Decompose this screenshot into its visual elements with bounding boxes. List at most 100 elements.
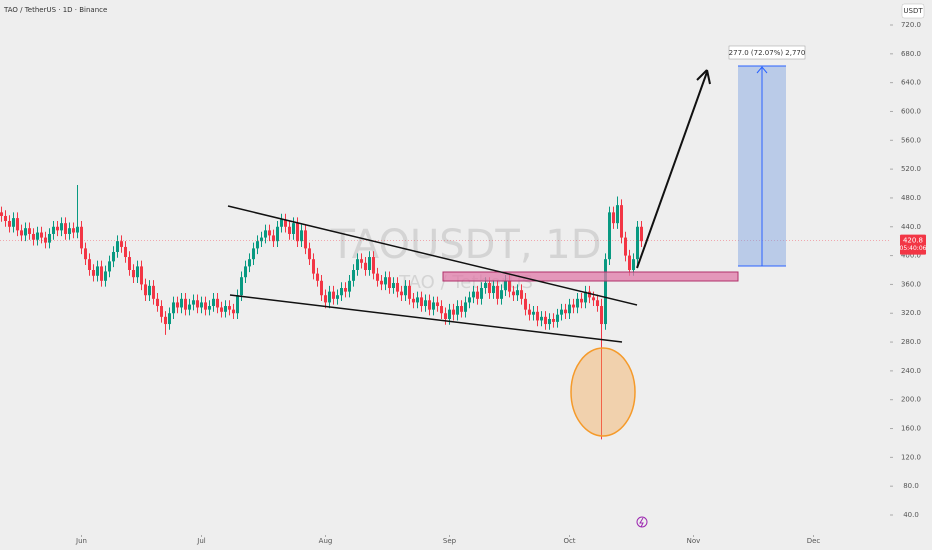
candle-body — [404, 285, 407, 296]
y-tick-label: 320.0 — [901, 309, 921, 317]
candle-body — [288, 226, 291, 234]
candle-body — [560, 309, 563, 315]
currency-box[interactable] — [901, 3, 925, 19]
measure-label: 277.0 (72.07%) 2,770 — [729, 49, 806, 57]
candle-body — [440, 306, 443, 314]
candle-body — [468, 297, 471, 303]
resistance-zone — [442, 271, 739, 282]
x-tick-label: Jun — [75, 537, 87, 545]
candle-body — [548, 319, 551, 325]
candle-body — [604, 259, 607, 325]
candle-body — [452, 309, 455, 315]
candle-body — [556, 314, 559, 322]
candle-body — [516, 290, 519, 296]
candle-body — [632, 259, 635, 270]
candle-body — [72, 228, 75, 233]
candle-body — [168, 313, 171, 325]
candle-body — [304, 230, 307, 249]
candle-body — [300, 230, 303, 242]
candle-body — [276, 226, 279, 242]
candle-body — [544, 316, 547, 325]
y-tick-label: 120.0 — [901, 453, 921, 461]
candle-body — [600, 306, 603, 325]
projection-arrow — [636, 71, 708, 269]
candle-body — [488, 282, 491, 294]
plot — [0, 184, 890, 440]
candle-body — [120, 241, 123, 247]
candle-body — [132, 270, 135, 278]
lower-trendline — [229, 294, 623, 343]
candle-body — [28, 228, 31, 234]
event-icon[interactable] — [636, 516, 648, 528]
candle-body — [4, 215, 7, 221]
candle-body — [332, 291, 335, 299]
candle-body — [64, 223, 67, 234]
candle-body — [384, 277, 387, 285]
candle-body — [484, 282, 487, 289]
candle-body — [96, 266, 99, 276]
candle-body — [216, 298, 219, 308]
y-tick-label: 80.0 — [903, 482, 919, 490]
candle-body — [360, 259, 363, 263]
candle-body — [500, 290, 503, 299]
candle-body — [512, 291, 515, 296]
candle-body — [624, 237, 627, 256]
candle-body — [508, 280, 511, 292]
candle-body — [112, 251, 115, 262]
candle-body — [476, 291, 479, 299]
candle-body — [432, 302, 435, 310]
x-tick-label: Nov — [687, 537, 701, 545]
candle-body — [248, 259, 251, 267]
candle-body — [312, 259, 315, 274]
candle-body — [584, 291, 587, 303]
candle-body — [184, 298, 187, 310]
y-tick-label: 280.0 — [901, 338, 921, 346]
candle-body — [24, 228, 27, 236]
candle-body — [316, 273, 319, 281]
candle-body — [400, 291, 403, 296]
candle-body — [232, 309, 235, 314]
candle-body — [108, 261, 111, 272]
candle-body — [48, 233, 51, 243]
candle-body — [356, 259, 359, 270]
candle-body — [412, 298, 415, 303]
candle-body — [204, 302, 207, 310]
candle-body — [16, 218, 19, 231]
candle-body — [492, 285, 495, 294]
header: TAO / TetherUS · 1D · Binance — [3, 6, 107, 14]
candle-body — [56, 226, 59, 231]
candle-body — [392, 282, 395, 289]
candle-body — [32, 233, 35, 240]
candle-body — [528, 309, 531, 315]
candle-body — [340, 288, 343, 296]
candle-body — [456, 306, 459, 315]
candle-body — [256, 241, 259, 249]
last-price-box — [900, 234, 926, 255]
candle-body — [20, 230, 23, 236]
candle-body — [336, 295, 339, 299]
y-tick-label: 480.0 — [901, 194, 921, 202]
candle-body — [52, 226, 55, 234]
y-tick-label: 520.0 — [901, 165, 921, 173]
y-tick-label: 720.0 — [901, 21, 921, 29]
candle-body — [224, 306, 227, 312]
candle-body — [480, 288, 483, 299]
x-tick-label: Sep — [443, 537, 457, 545]
candle-body — [380, 280, 383, 285]
candle-body — [164, 316, 167, 325]
candle-body — [504, 280, 507, 291]
candle-body — [424, 300, 427, 307]
last-price-label: 420.8 — [903, 237, 923, 245]
candle-body — [260, 237, 263, 242]
candle-body — [152, 285, 155, 299]
y-tick-label: 160.0 — [901, 425, 921, 433]
candle-body — [616, 205, 619, 224]
candle-body — [572, 304, 575, 308]
candle-body — [100, 266, 103, 281]
candle-body — [388, 277, 391, 289]
candle-body — [252, 248, 255, 260]
x-tick-label: Aug — [319, 537, 333, 545]
candle-body — [588, 291, 591, 298]
candle-body — [460, 306, 463, 312]
